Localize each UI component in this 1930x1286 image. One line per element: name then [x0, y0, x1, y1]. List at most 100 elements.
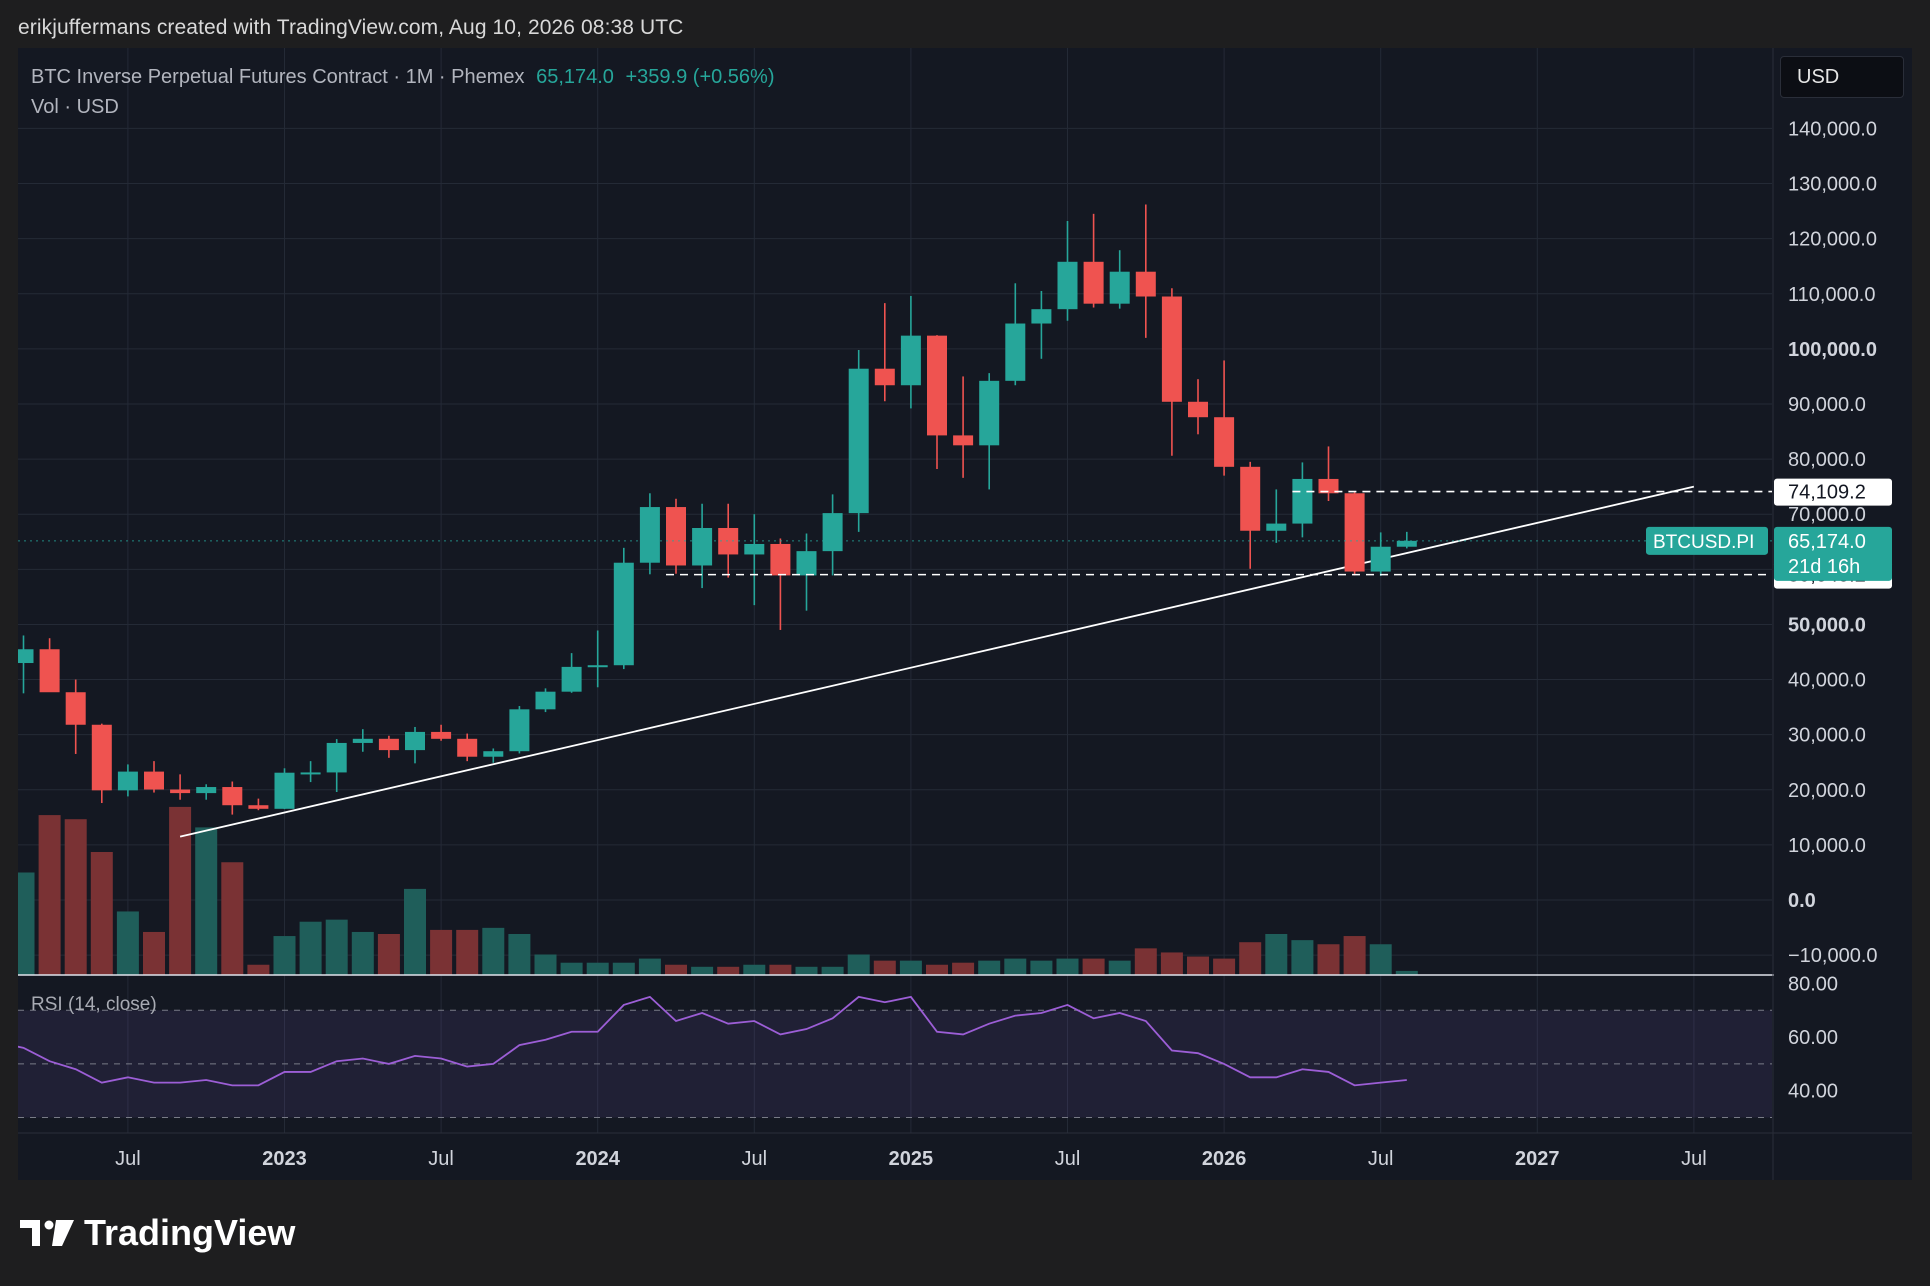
- candle-body: [1057, 261, 1078, 310]
- chart-canvas[interactable]: 74,109.259,040.2 80.00 60.00 40.00 140,000…: [18, 48, 1912, 1180]
- candle-body: [1031, 309, 1052, 324]
- candle: [666, 498, 686, 574]
- volume-bar: [404, 888, 426, 975]
- time-tick-label: 2026: [1202, 1148, 1247, 1170]
- volume-bar: [873, 960, 896, 975]
- candle: [848, 349, 869, 532]
- candle-body: [744, 543, 765, 555]
- candle-body: [613, 562, 634, 666]
- time-tick-label: 2024: [575, 1148, 620, 1170]
- currency-selector-button[interactable]: USD: [1780, 56, 1904, 98]
- symbol-badge: [1646, 526, 1768, 555]
- candle: [378, 735, 399, 758]
- price-tick-label: 80,000.0: [1788, 449, 1866, 471]
- candle-body: [91, 724, 112, 791]
- candle-body: [1318, 478, 1339, 494]
- candle-body: [300, 772, 321, 775]
- candle: [822, 494, 843, 576]
- candle-body: [900, 335, 921, 386]
- candle-body: [1240, 466, 1261, 531]
- candle: [561, 653, 582, 693]
- last-price-box: [1774, 526, 1892, 581]
- price-tick-label: 70,000.0: [1788, 504, 1866, 526]
- volume-bar: [1343, 936, 1366, 975]
- price-axis: 140,000.0 130,000.0 120,000.0 110,000.0 100,…: [18, 48, 1912, 1180]
- volume-bar: [221, 862, 244, 975]
- candle: [405, 726, 425, 764]
- price-tick-label: 40,000.0: [1788, 670, 1866, 692]
- candle: [1266, 489, 1287, 543]
- candle: [1370, 532, 1391, 576]
- price-tick-label: −10,000.0: [1788, 945, 1878, 967]
- candle: [326, 739, 347, 792]
- volume-bar: [1030, 960, 1053, 975]
- candle: [483, 748, 504, 763]
- rsi-legend: RSI (14, close): [31, 994, 157, 1015]
- candle: [979, 373, 1000, 490]
- volume-bar: [143, 931, 165, 975]
- time-axis: Jul 2023 Jul 2024 Jul 2025 Jul 2026 Jul 2027 Jul: [115, 1148, 1707, 1170]
- candle-body: [927, 335, 947, 436]
- candle-body: [18, 649, 34, 664]
- price-change-value: +359.9 (+0.56%): [625, 66, 775, 88]
- volume-bar: [795, 966, 818, 975]
- candle-body: [1292, 478, 1313, 524]
- volume-bars: [18, 806, 1418, 975]
- candle: [796, 533, 817, 611]
- candle-body: [848, 368, 869, 514]
- volume-bar: [1213, 958, 1236, 975]
- candle-body: [1109, 271, 1130, 304]
- tradingview-logo-icon: [20, 1220, 74, 1246]
- volume-bar: [195, 827, 218, 975]
- candle: [1057, 221, 1078, 321]
- volume-bar: [64, 819, 87, 975]
- candle: [1031, 290, 1052, 359]
- price-tick-label: 110,000.0: [1788, 284, 1876, 306]
- candle-body: [718, 527, 739, 555]
- candle-body: [39, 649, 60, 693]
- volume-bar: [665, 964, 687, 975]
- candle: [1396, 531, 1417, 549]
- candlestick-series: [18, 204, 1417, 815]
- volume-bar: [638, 958, 661, 975]
- candle-body: [1005, 323, 1026, 381]
- volume-bar: [560, 962, 583, 975]
- candle: [274, 768, 295, 810]
- candle-body: [692, 527, 713, 566]
- volume-bar: [717, 966, 740, 975]
- candle-body: [65, 692, 86, 725]
- candle: [352, 729, 373, 752]
- volume-bar: [90, 852, 113, 975]
- price-tick-label: 140,000.0: [1788, 118, 1877, 140]
- volume-bar: [743, 964, 766, 975]
- candle: [874, 303, 895, 402]
- candle: [1344, 492, 1365, 576]
- volume-bar: [534, 954, 557, 975]
- time-tick-label: Jul: [1368, 1148, 1394, 1170]
- volume-bar: [978, 960, 1001, 975]
- grid-lines: [18, 48, 1772, 1133]
- candle-body: [326, 742, 347, 773]
- volume-bar: [952, 962, 975, 975]
- volume-bar: [691, 966, 714, 975]
- volume-bar: [1187, 956, 1209, 975]
- volume-bar: [926, 964, 948, 975]
- candle-body: [1370, 546, 1391, 572]
- candle: [770, 538, 791, 630]
- volume-bar: [247, 964, 270, 975]
- volume-bar: [1056, 958, 1079, 975]
- candle: [1214, 360, 1235, 476]
- level-price-tag: [1774, 478, 1892, 506]
- candle: [18, 635, 34, 694]
- candle: [692, 503, 713, 589]
- chart-panel[interactable]: 74,109.259,040.2 80.00 60.00 40.00 140,000…: [18, 48, 1912, 1180]
- candle-body: [274, 772, 295, 809]
- volume-bar: [899, 960, 922, 975]
- candle-body: [1344, 493, 1365, 572]
- candle-body: [431, 731, 452, 739]
- time-tick-label: 2023: [262, 1148, 307, 1170]
- volume-bar: [1291, 940, 1314, 975]
- volume-bar: [430, 929, 453, 975]
- candle: [718, 503, 739, 578]
- brand-wordmark: TradingView: [84, 1212, 296, 1253]
